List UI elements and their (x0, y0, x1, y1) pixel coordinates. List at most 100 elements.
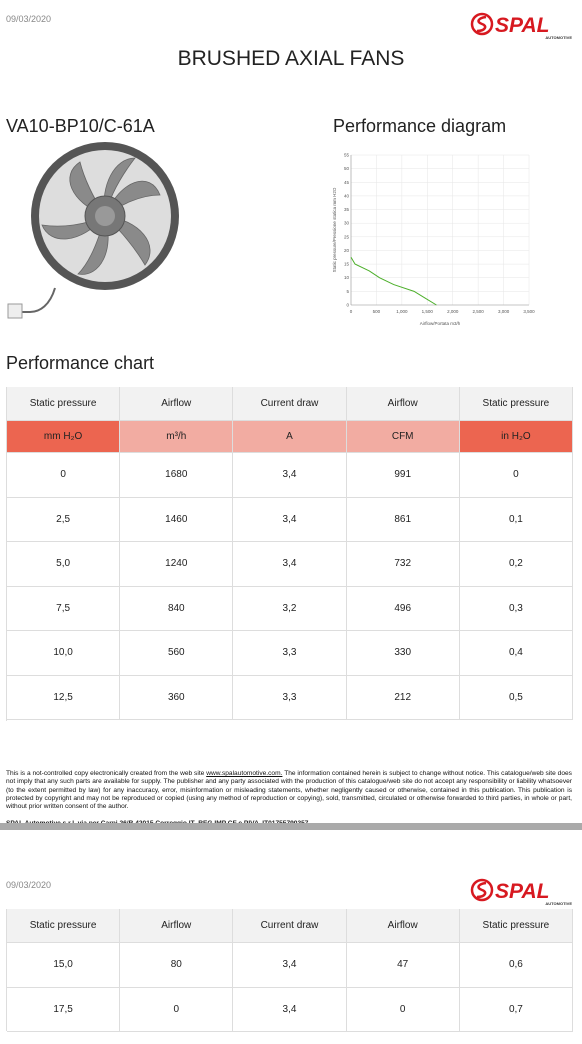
data-cell: 2,5 (7, 497, 121, 542)
performance-table: Static pressure Airflow Current draw Airflo… (6, 909, 573, 1032)
performance-diagram: Static pressure/Pressione statica mm H2O… (332, 153, 535, 327)
data-cell: 10,0 (7, 631, 121, 676)
logo: SPAL AUTOMOTIVE (470, 878, 572, 906)
y-axis-label: Static pressure/Pressione statica mm H2O (332, 187, 337, 272)
disclaimer-text: This is a not-controlled copy electronic… (6, 770, 207, 777)
y-tick-label: 50 (344, 166, 350, 171)
y-tick-label: 10 (344, 275, 350, 280)
date: 09/03/2020 (6, 880, 52, 890)
data-cell: 3,4 (233, 453, 347, 498)
data-cell: 0,1 (459, 497, 573, 542)
logo-sub: AUTOMOTIVE (545, 901, 572, 906)
data-cell: 17,5 (7, 987, 121, 1032)
y-tick-label: 45 (344, 180, 350, 185)
data-cell: 80 (120, 943, 234, 988)
header-cell: Airflow (346, 387, 460, 421)
data-cell: 560 (120, 631, 234, 676)
x-tick-label: 1,500 (422, 309, 434, 314)
fan-image (7, 142, 179, 319)
x-tick-label: 3,500 (523, 309, 535, 314)
data-cell: 3,2 (233, 586, 347, 631)
data-cell: 0 (7, 453, 121, 498)
x-tick-label: 500 (373, 309, 381, 314)
header-cell: Current draw (233, 387, 347, 421)
unit-cell: m³/h (120, 421, 234, 453)
y-tick-label: 55 (344, 153, 350, 158)
y-tick-label: 15 (344, 262, 350, 267)
header-cell: Static pressure (7, 909, 121, 943)
data-cell: 1460 (120, 497, 234, 542)
data-cell: 12,5 (7, 675, 121, 720)
header-cell: Static pressure (7, 387, 121, 421)
header-cell: Static pressure (459, 909, 573, 943)
data-cell: 0,5 (459, 675, 573, 720)
data-cell: 991 (346, 453, 460, 498)
x-tick-label: 0 (350, 309, 353, 314)
data-cell: 0,7 (459, 987, 573, 1032)
y-tick-label: 20 (344, 248, 350, 253)
data-cell: 0,3 (459, 586, 573, 631)
data-cell: 212 (346, 675, 460, 720)
logo-brand: SPAL (495, 14, 549, 37)
data-cell: 3,4 (233, 943, 347, 988)
y-tick-label: 35 (344, 207, 350, 212)
data-cell: 0 (346, 987, 460, 1032)
data-cell: 5,0 (7, 542, 121, 587)
y-tick-label: 0 (346, 303, 349, 308)
data-cell: 7,5 (7, 586, 121, 631)
data-cell: 3,3 (233, 631, 347, 676)
y-tick-label: 40 (344, 193, 350, 198)
data-cell: 3,4 (233, 542, 347, 587)
data-cell: 3,4 (233, 497, 347, 542)
page-break (0, 823, 582, 830)
header-cell: Airflow (120, 909, 234, 943)
logo-sub: AUTOMOTIVE (545, 35, 572, 40)
x-tick-label: 2,000 (447, 309, 459, 314)
y-tick-label: 25 (344, 234, 350, 239)
unit-cell: A (233, 421, 347, 453)
x-tick-label: 2,500 (473, 309, 485, 314)
disclaimer-link[interactable]: www.spalautomotive.com. (206, 770, 283, 777)
data-cell: 732 (346, 542, 460, 587)
data-cell: 3,3 (233, 675, 347, 720)
logo-brand: SPAL (495, 880, 549, 903)
data-cell: 0 (459, 453, 573, 498)
data-cell: 0,2 (459, 542, 573, 587)
unit-cell: in H₂O (459, 421, 573, 453)
header-cell: Static pressure (459, 387, 573, 421)
x-axis-label: Airflow/Portata m3/h (420, 321, 461, 326)
logo: SPAL AUTOMOTIVE (470, 12, 572, 40)
title: BRUSHED AXIAL FANS (177, 47, 405, 70)
product: VA10-BP10/C-61A (6, 116, 155, 136)
data-cell: 1240 (120, 542, 234, 587)
data-cell: 360 (120, 675, 234, 720)
data-cell: 496 (346, 586, 460, 631)
data-cell: 840 (120, 586, 234, 631)
performance-line (350, 257, 437, 306)
header-cell: Airflow (120, 387, 234, 421)
data-cell: 0 (120, 987, 234, 1032)
chart-heading: Performance chart (6, 353, 155, 373)
y-tick-label: 5 (346, 289, 349, 294)
data-cell: 1680 (120, 453, 234, 498)
data-cell: 330 (346, 631, 460, 676)
diagram-title: Performance diagram (333, 116, 507, 136)
performance-table: Static pressure Airflow Current draw Airflo… (6, 387, 573, 721)
data-cell: 3,4 (233, 987, 347, 1032)
disclaimer: This is a not-controlled copy electronic… (6, 770, 572, 811)
y-tick-label: 30 (344, 221, 350, 226)
data-cell: 0,6 (459, 943, 573, 988)
data-cell: 0,4 (459, 631, 573, 676)
unit-cell: CFM (346, 421, 460, 453)
data-cell: 47 (346, 943, 460, 988)
x-tick-label: 1,000 (396, 309, 408, 314)
header-cell: Airflow (346, 909, 460, 943)
data-cell: 861 (346, 497, 460, 542)
header-cell: Current draw (233, 909, 347, 943)
unit-cell: mm H₂O (7, 421, 121, 453)
date: 09/03/2020 (6, 14, 52, 24)
disclaimer-text: The information contained herein is subj… (6, 770, 572, 811)
x-tick-label: 3,000 (498, 309, 510, 314)
data-cell: 15,0 (7, 943, 121, 988)
